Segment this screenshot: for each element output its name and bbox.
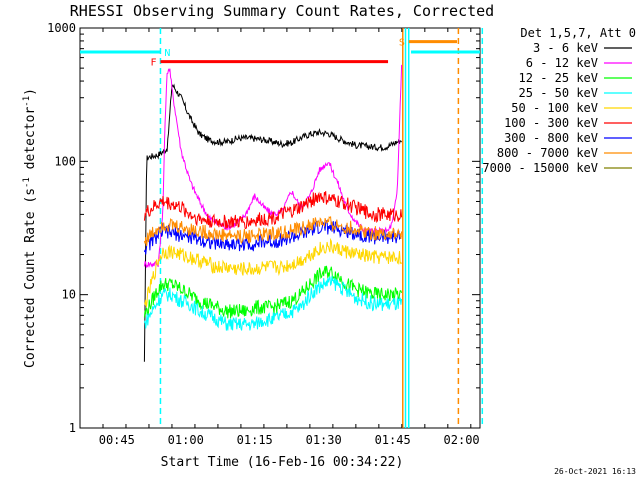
y-tick-label: 1	[69, 421, 76, 435]
series-line	[143, 265, 403, 319]
y-axis-label-sup2: -1	[22, 96, 32, 107]
flag-label: N	[164, 48, 170, 59]
plot-area: NF S 1 10 100 1000 00:45 01:00 01:15 01:30 01:45…	[47, 21, 484, 447]
series-line	[143, 215, 403, 247]
legend-label: 100 - 300 keV	[504, 116, 598, 130]
series-line	[143, 237, 403, 308]
series-line	[143, 191, 403, 230]
y-axis-label-main: Corrected Count Rate (s	[23, 188, 38, 368]
legend-label: 12 - 25 keV	[519, 71, 598, 85]
y-tick-label: 1000	[47, 21, 76, 35]
legend-label: 50 - 100 keV	[511, 101, 598, 115]
plot-frame	[79, 27, 481, 429]
chart-title: RHESSI Observing Summary Count Rates, Co…	[70, 2, 494, 20]
y-axis-label-sup1: -1	[22, 177, 32, 188]
series-line	[143, 83, 403, 362]
legend-label: 7000 - 15000 keV	[482, 161, 598, 175]
y-axis: 1 10 100 1000	[47, 21, 480, 435]
legend-header: Det 1,5,7, Att 0	[520, 26, 636, 40]
legend-label: 25 - 50 keV	[519, 86, 598, 100]
legend-label: 300 - 800 keV	[504, 131, 598, 145]
x-tick-label: 01:15	[237, 433, 273, 447]
y-axis-label: Corrected Count Rate (s-1 detector-1)	[22, 88, 38, 368]
footer-date: 26-Oct-2021 16:13	[554, 467, 636, 476]
legend-label: 6 - 12 keV	[526, 56, 598, 70]
y-axis-label-end: )	[23, 88, 38, 96]
flag-label: S	[399, 38, 405, 49]
flag-label: F	[151, 58, 157, 69]
x-tick-label: 02:00	[444, 433, 480, 447]
y-tick-label: 10	[62, 288, 76, 302]
x-tick-label: 01:45	[375, 433, 411, 447]
x-axis: 00:45 01:00 01:15 01:30 01:45 02:00	[79, 28, 480, 447]
legend-label: 800 - 7000 keV	[497, 146, 598, 160]
legend-label: 3 - 6 keV	[533, 41, 598, 55]
x-axis-label: Start Time (16-Feb-16 00:34:22)	[161, 455, 404, 470]
series-line	[143, 275, 403, 331]
flag-bars: NF S	[80, 38, 480, 69]
y-axis-label-mid: detector	[23, 107, 38, 178]
x-tick-label: 00:45	[99, 433, 135, 447]
series-layer	[143, 64, 403, 362]
vertical-markers	[159, 28, 484, 428]
x-tick-label: 01:00	[168, 433, 204, 447]
y-tick-label: 100	[54, 154, 76, 168]
x-tick-label: 01:30	[306, 433, 342, 447]
